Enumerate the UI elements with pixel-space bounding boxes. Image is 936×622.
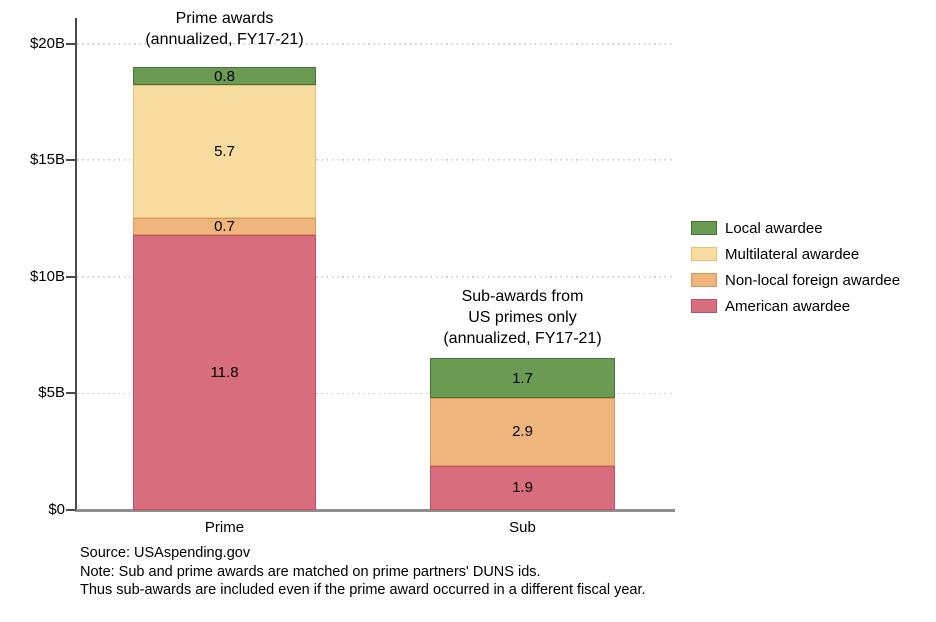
- bar-title-line: Sub-awards from: [461, 288, 584, 305]
- segment-value-label: 5.7: [214, 143, 235, 161]
- bar-title-line: (annualized, FY17-21): [145, 31, 304, 48]
- legend-swatch-icon: [691, 273, 717, 287]
- segment-value-label: 2.9: [512, 423, 533, 441]
- note-line-1: Note: Sub and prime awards are matched o…: [80, 563, 541, 580]
- y-tick-label: $20B: [29, 34, 65, 52]
- bar-title-sub: Sub-awards from US primes only (annualized…: [443, 286, 601, 349]
- source-note: Source: USAspending.gov: [80, 545, 251, 561]
- legend-swatch-icon: [691, 299, 717, 313]
- legend-item-local-awardee: Local awardee: [691, 219, 900, 237]
- x-axis-label-prime: Prime: [204, 519, 245, 536]
- legend-label: Multilateral awardee: [725, 245, 860, 263]
- bar-title-prime: Prime awards (annualized, FY17-21): [145, 8, 303, 50]
- y-tick-mark: [66, 159, 76, 162]
- bar-segment-sub-american-awardee: 1.9: [430, 465, 615, 510]
- segment-value-label: 0.8: [214, 67, 235, 85]
- segment-value-label: 11.8: [210, 363, 239, 381]
- bar-segment-sub-non-local-foreign-awardee: 2.9: [430, 398, 615, 466]
- gridline-20B: [77, 42, 674, 45]
- y-tick-label: $15B: [29, 151, 65, 169]
- y-tick-mark: [66, 392, 76, 395]
- bar-segment-prime-american-awardee: 11.8: [133, 234, 316, 510]
- legend-label: American awardee: [725, 297, 851, 315]
- legend-item-non-local-foreign-awardee: Non-local foreign awardee: [691, 271, 901, 289]
- y-tick-label: $5B: [38, 384, 65, 402]
- note-line-2: Thus sub-awards are included even if the…: [80, 582, 646, 598]
- bar-segment-prime-multilateral-awardee: 5.7: [133, 85, 316, 219]
- y-tick-label: $0: [48, 501, 65, 518]
- legend-item-multilateral-awardee: Multilateral awardee: [691, 245, 900, 263]
- y-tick-mark: [66, 42, 76, 45]
- legend-item-american-awardee: American awardee: [691, 297, 900, 315]
- x-axis-label-sub: Sub: [509, 519, 536, 536]
- y-tick-mark: [66, 275, 76, 278]
- bar-title-line: US primes only: [468, 309, 577, 326]
- x-axis-line: [75, 509, 675, 512]
- legend-swatch-icon: [691, 221, 717, 235]
- segment-value-label: 1.9: [512, 479, 533, 497]
- bar-title-line: Prime awards: [175, 10, 274, 27]
- y-axis-line: [75, 18, 77, 512]
- segment-value-label: 0.7: [214, 218, 235, 236]
- bar-segment-prime-local-awardee: 0.8: [133, 66, 316, 86]
- bar-segment-sub-local-awardee: 1.7: [430, 358, 615, 399]
- y-tick-label: $10B: [29, 267, 65, 285]
- bar-segment-prime-non-local-foreign-awardee: 0.7: [133, 218, 316, 236]
- legend-swatch-icon: [691, 247, 717, 261]
- gridline-5B: [77, 392, 674, 395]
- gridline-10B: [77, 275, 674, 278]
- chart-notes: Source: USAspending.gov Note: Sub and pr…: [80, 544, 646, 600]
- y-tick-mark: [66, 509, 76, 511]
- legend: Local awardee Multilateral awardee Non-loc…: [691, 221, 900, 325]
- segment-value-label: 1.7: [512, 369, 533, 387]
- bar-title-line: (annualized, FY17-21): [443, 330, 602, 347]
- legend-label: Local awardee: [725, 219, 823, 237]
- legend-label: Non-local foreign awardee: [725, 271, 901, 289]
- gridline-15B: [77, 159, 674, 162]
